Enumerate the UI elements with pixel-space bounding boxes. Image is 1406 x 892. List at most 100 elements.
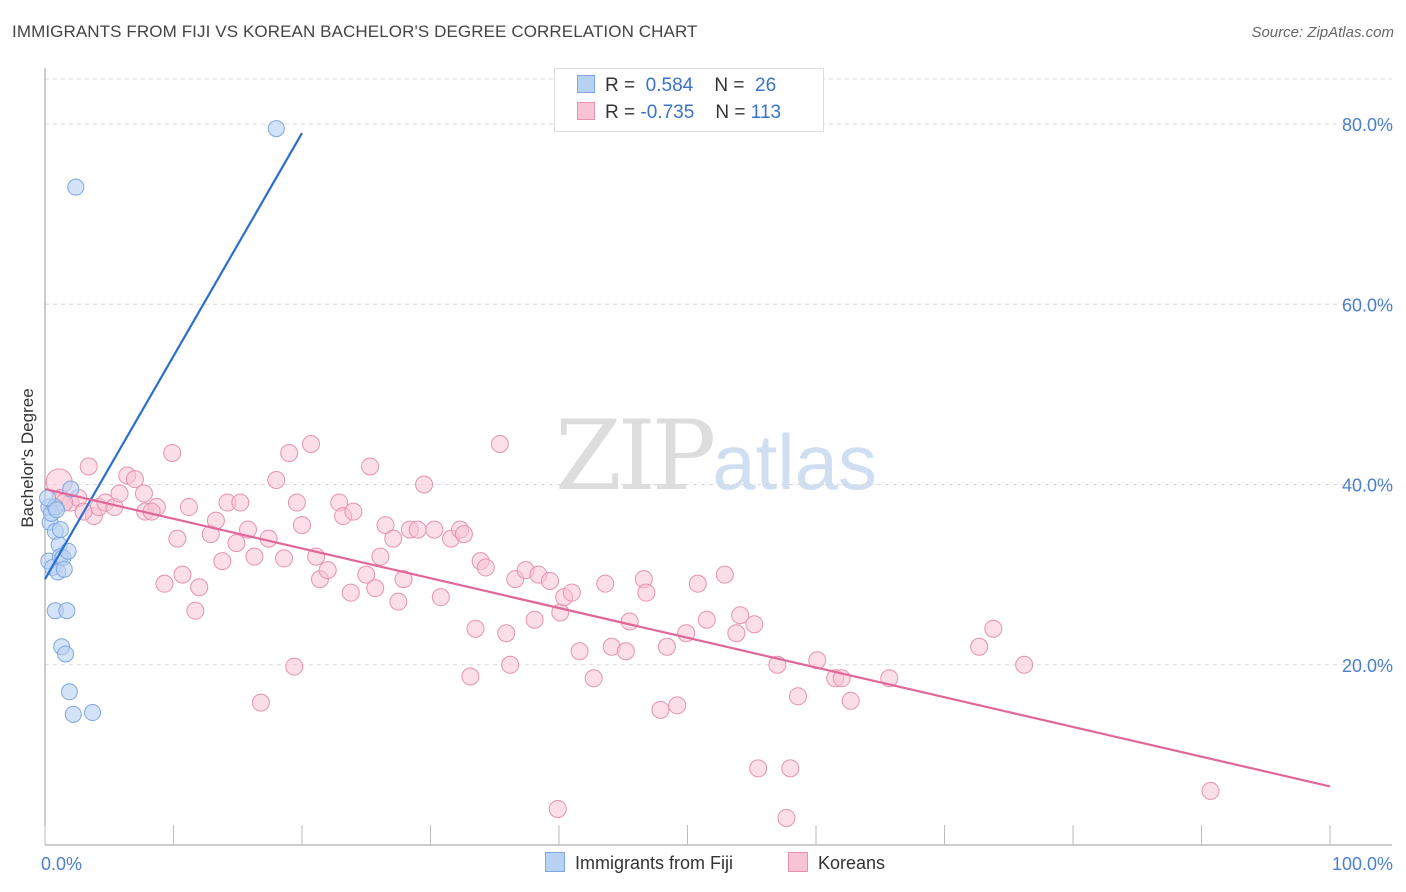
- korean-point: [213, 552, 232, 571]
- legend-r-value: 0.584: [645, 75, 694, 96]
- legend-n-value: 26: [755, 75, 777, 96]
- korean-point: [275, 549, 294, 568]
- legend-swatch-fiji: [577, 75, 595, 93]
- korean-point: [476, 558, 495, 577]
- korean-point: [688, 574, 707, 593]
- fiji-point: [84, 704, 102, 722]
- legend-n-label: N =: [714, 75, 745, 96]
- korean-point: [454, 525, 473, 544]
- korean-point: [155, 574, 174, 593]
- korean-point: [431, 588, 450, 607]
- korean-point: [731, 606, 750, 625]
- korean-point: [841, 691, 860, 710]
- korean-point: [668, 696, 687, 715]
- fiji-point: [58, 602, 76, 620]
- y-axis-label: Bachelor's Degree: [18, 388, 37, 527]
- korean-point: [125, 470, 144, 489]
- korean-point: [344, 502, 363, 521]
- bottom-legend-swatch-fiji: [545, 852, 565, 872]
- x-tick-label: 100.0%: [1332, 854, 1393, 874]
- korean-point: [501, 655, 520, 674]
- korean-trendline: [44, 487, 1331, 788]
- x-tick-label: 0.0%: [41, 854, 82, 874]
- korean-point: [620, 612, 639, 631]
- fiji-point: [55, 560, 73, 578]
- bottom-legend-label-koreans: Koreans: [818, 853, 886, 873]
- korean-point: [541, 571, 560, 590]
- korean-point: [490, 434, 509, 453]
- korean-point: [251, 693, 270, 712]
- korean-point: [394, 570, 413, 589]
- korean-point: [715, 565, 734, 584]
- korean-point: [361, 457, 380, 476]
- korean-point: [745, 615, 764, 634]
- korean-point: [970, 637, 989, 656]
- y-tick-label: 60.0%: [1342, 295, 1393, 315]
- legend-swatch-koreans: [577, 102, 595, 120]
- korean-point: [749, 759, 768, 778]
- y-tick-label: 40.0%: [1342, 476, 1393, 496]
- korean-point: [110, 484, 129, 503]
- korean-point: [697, 610, 716, 629]
- chart-title: IMMIGRANTS FROM FIJI VS KOREAN BACHELOR'…: [12, 22, 698, 41]
- fiji-trendline: [44, 132, 303, 580]
- korean-point: [357, 565, 376, 584]
- korean-point: [179, 498, 198, 517]
- korean-point: [789, 687, 808, 706]
- korean-point: [190, 578, 209, 597]
- korean-point: [584, 669, 603, 688]
- korean-point: [173, 565, 192, 584]
- korean-point: [239, 520, 258, 539]
- y-tick-label: 20.0%: [1342, 656, 1393, 676]
- korean-point: [280, 443, 299, 462]
- axis-layer: [44, 68, 1392, 846]
- legend-n-label: N =: [715, 102, 746, 123]
- fiji-point: [51, 521, 69, 539]
- korean-point: [408, 520, 427, 539]
- korean-point: [163, 443, 182, 462]
- korean-point: [415, 475, 434, 494]
- korean-point: [497, 624, 516, 643]
- korean-point: [389, 592, 408, 611]
- korean-point: [777, 808, 796, 827]
- fiji-point: [64, 705, 82, 723]
- korean-point: [562, 583, 581, 602]
- legend-row-fiji: R = 0.584 N = 26: [577, 75, 776, 99]
- korean-point: [227, 534, 246, 553]
- korean-point: [525, 610, 544, 629]
- fiji-point: [267, 120, 285, 138]
- korean-points: [45, 434, 1220, 827]
- korean-point: [466, 619, 485, 638]
- bottom-legend-koreans: Koreans: [788, 852, 885, 874]
- korean-point: [186, 601, 205, 620]
- korean-point: [651, 700, 670, 719]
- korean-point: [245, 547, 264, 566]
- korean-point: [371, 547, 390, 566]
- korean-point: [384, 529, 403, 548]
- bottom-legend-label-fiji: Immigrants from Fiji: [575, 853, 734, 873]
- y-tick-label: 80.0%: [1342, 115, 1393, 135]
- legend-r-label: R =: [605, 75, 636, 96]
- korean-point: [1201, 781, 1220, 800]
- korean-point: [231, 493, 250, 512]
- fiji-point: [57, 645, 75, 663]
- source-label: Source: ZipAtlas.com: [1251, 24, 1394, 41]
- korean-point: [637, 583, 656, 602]
- korean-point: [984, 619, 1003, 638]
- fiji-point: [60, 683, 78, 701]
- watermark-atlas: atlas: [712, 418, 877, 506]
- korean-point: [616, 642, 635, 661]
- watermark: ZIPatlas: [555, 400, 877, 512]
- fiji-point: [59, 542, 77, 560]
- fiji-points: [39, 120, 285, 723]
- legend-n-value: 113: [750, 102, 782, 123]
- korean-point: [781, 759, 800, 778]
- korean-point: [596, 574, 615, 593]
- bottom-legend-fiji: Immigrants from Fiji: [545, 852, 733, 874]
- korean-point: [425, 520, 444, 539]
- watermark-zip: ZIP: [555, 400, 716, 512]
- legend-row-koreans: R = -0.735 N = 113: [577, 102, 781, 126]
- korean-point: [366, 579, 385, 598]
- korean-point: [570, 642, 589, 661]
